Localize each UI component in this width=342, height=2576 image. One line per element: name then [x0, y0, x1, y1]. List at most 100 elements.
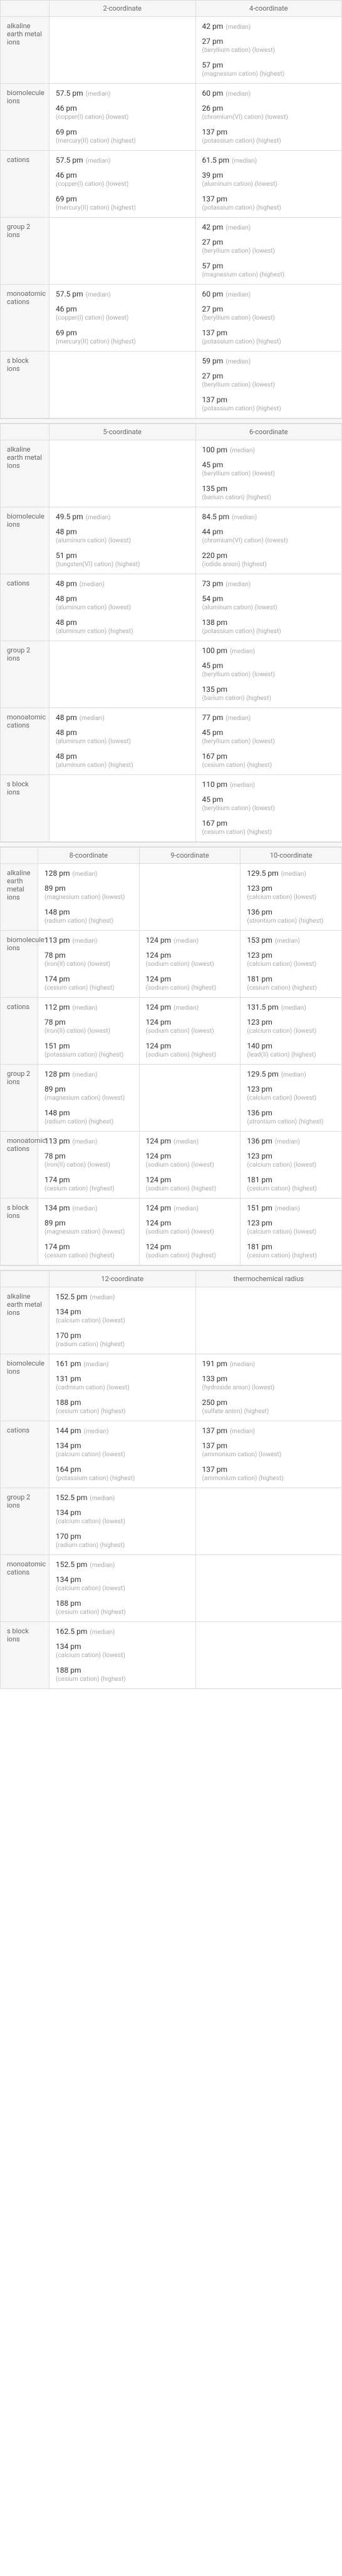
sub-note: (sodium cation) (highest) [146, 1252, 234, 1260]
value: 152.5 pm [56, 1560, 87, 1569]
value: 42 pm [202, 223, 224, 231]
value-entry: 57.5 pm(median) [56, 290, 189, 298]
value-entry: 128 pm(median) [44, 869, 133, 878]
value: 188 pm [56, 1398, 81, 1407]
data-cell: 153 pm(median)123 pm(calcium cation) (lo… [241, 931, 342, 998]
value: 46 pm [56, 104, 77, 113]
value-entry: 45 pm(beryllium cation) (lowest) [202, 795, 336, 813]
section-divider [0, 842, 342, 847]
sub-note: (potassium cation) (highest) [202, 338, 336, 346]
value-entry: 124 pm(median) [146, 1204, 234, 1212]
row-label: alkaline earth metal ions [1, 864, 38, 931]
note: (median) [72, 1005, 97, 1012]
value-entry: 48 pm(aluminum cation) (lowest) [56, 527, 189, 545]
value-entry: 174 pm(cesium cation) (highest) [44, 1175, 133, 1193]
sub-note: (hydroxide anion) (lowest) [202, 1384, 336, 1392]
data-cell: 100 pm(median)45 pm(beryllium cation) (l… [195, 440, 342, 507]
value: 144 pm [56, 1426, 81, 1435]
value-entry: 134 pm(calcium cation) (lowest) [56, 1307, 189, 1325]
sub-note: (potassium cation) (highest) [56, 1474, 189, 1483]
column-header: 8-coordinate [38, 848, 140, 864]
sub-note: (radium cation) (highest) [44, 1118, 133, 1126]
data-cell: 57.5 pm(median)46 pm(copper(I) cation) (… [49, 84, 196, 151]
value: 162.5 pm [56, 1627, 87, 1636]
value-entry: 174 pm(cesium cation) (highest) [44, 1242, 133, 1260]
data-table: 8-coordinate9-coordinate10-coordinatealk… [0, 847, 342, 1265]
value-entry: 124 pm(sodium cation) (highest) [146, 975, 234, 992]
value: 27 pm [202, 305, 224, 313]
data-cell [49, 218, 196, 285]
value: 69 pm [56, 128, 77, 136]
data-cell: 129.5 pm(median)123 pm(calcium cation) (… [241, 864, 342, 931]
table-row: group 2 ions100 pm(median)45 pm(berylliu… [1, 641, 342, 708]
value-entry: 123 pm(calcium cation) (lowest) [247, 1085, 335, 1102]
sub-note: (calcium cation) (lowest) [247, 893, 335, 901]
value: 191 pm [202, 1359, 227, 1368]
value: 46 pm [56, 171, 77, 180]
row-label: s block ions [1, 352, 49, 418]
sub-note: (beryllium cation) (lowest) [202, 314, 336, 322]
sub-note: (cesium cation) (highest) [247, 984, 335, 992]
column-header: 6-coordinate [195, 424, 342, 440]
value: 89 pm [44, 1219, 66, 1227]
value-entry: 188 pm(cesium cation) (highest) [56, 1599, 189, 1616]
note: (median) [225, 715, 251, 722]
sub-note: (calcium cation) (lowest) [56, 1518, 189, 1526]
note: (median) [72, 938, 97, 945]
data-cell: 124 pm(median)124 pm(sodium cation) (low… [139, 931, 241, 998]
value-entry: 69 pm(mercury(II) cation) (highest) [56, 195, 189, 212]
value: 134 pm [56, 1642, 81, 1651]
sub-note: (barium cation) (highest) [202, 694, 336, 702]
data-table: 12-coordinatethermochemical radiusalkali… [0, 1270, 342, 1689]
data-cell [49, 17, 196, 84]
value: 123 pm [247, 1085, 272, 1093]
note: (median) [275, 1205, 300, 1212]
data-cell: 152.5 pm(median)134 pm(calcium cation) (… [49, 1488, 196, 1555]
value: 78 pm [44, 1018, 66, 1027]
value-entry: 78 pm(iron(II) cation) (lowest) [44, 951, 133, 968]
data-cell [195, 1622, 342, 1689]
value: 134 pm [56, 1508, 81, 1517]
value: 181 pm [247, 1175, 272, 1184]
value-entry: 57 pm(magnesium cation) (highest) [202, 61, 336, 78]
note: (median) [86, 91, 111, 98]
value-entry: 151 pm(potassium cation) (highest) [44, 1042, 133, 1059]
value-entry: 144 pm(median) [56, 1426, 189, 1435]
sub-note: (cesium cation) (highest) [247, 1185, 335, 1193]
value: 100 pm [202, 646, 227, 655]
value: 151 pm [247, 1204, 272, 1212]
data-cell [139, 864, 241, 931]
note: (median) [225, 358, 251, 365]
value: 124 pm [146, 1219, 171, 1227]
data-cell: 131.5 pm(median)123 pm(calcium cation) (… [241, 998, 342, 1065]
row-label: s block ions [1, 775, 49, 842]
value-entry: 113 pm(median) [44, 1137, 133, 1145]
value-entry: 134 pm(median) [44, 1204, 133, 1212]
sub-note: (tungsten(VI) cation) (highest) [56, 560, 189, 569]
value-entry: 27 pm(beryllium cation) (lowest) [202, 305, 336, 322]
table-row: alkaline earth metal ions128 pm(median)8… [1, 864, 342, 931]
row-label: biomolecule ions [1, 931, 38, 998]
value: 129.5 pm [247, 1070, 278, 1078]
row-label: s block ions [1, 1622, 49, 1689]
row-label: s block ions [1, 1199, 38, 1265]
row-label: alkaline earth metal ions [1, 1287, 49, 1354]
data-cell: 124 pm(median)124 pm(sodium cation) (low… [139, 1199, 241, 1265]
value-entry: 164 pm(potassium cation) (highest) [56, 1465, 189, 1483]
sub-note: (cadmium cation) (lowest) [56, 1384, 189, 1392]
sub-note: (cesium cation) (highest) [202, 828, 336, 836]
column-header: 4-coordinate [195, 1, 342, 17]
row-label: group 2 ions [1, 1065, 38, 1132]
sub-note: (radium cation) (highest) [56, 1541, 189, 1549]
sub-note: (aluminum cation) (lowest) [202, 180, 336, 188]
sub-note: (copper(I) cation) (lowest) [56, 113, 189, 121]
value: 137 pm [202, 328, 227, 337]
note: (median) [230, 1361, 255, 1368]
value-entry: 250 pm(sulfate anion) (highest) [202, 1398, 336, 1416]
value: 138 pm [202, 618, 227, 627]
row-label: alkaline earth metal ions [1, 440, 49, 507]
sub-note: (cesium cation) (highest) [202, 761, 336, 769]
note: (median) [174, 938, 199, 945]
value-entry: 27 pm(beryllium cation) (lowest) [202, 37, 336, 54]
value: 174 pm [44, 1175, 70, 1184]
